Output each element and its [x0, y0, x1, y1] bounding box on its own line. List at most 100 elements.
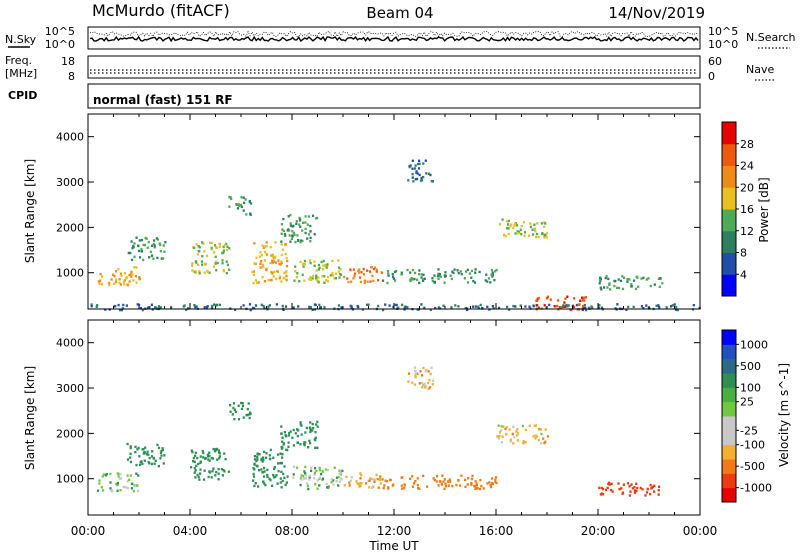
data-cell — [359, 484, 362, 487]
data-cell — [233, 417, 236, 421]
data-cell — [635, 489, 638, 493]
data-cell — [497, 306, 501, 310]
data-cell — [418, 281, 421, 285]
data-cell — [295, 222, 298, 225]
data-cell — [290, 237, 293, 240]
data-cell — [408, 164, 411, 168]
data-cell — [379, 477, 382, 480]
data-cell — [228, 247, 231, 250]
data-cell — [383, 484, 386, 487]
data-cell — [90, 305, 93, 308]
data-cell — [201, 255, 204, 258]
data-cell — [198, 272, 201, 275]
data-cell — [647, 277, 650, 280]
data-cell — [316, 420, 319, 423]
data-cell — [583, 299, 586, 302]
data-cell — [263, 250, 267, 254]
data-cell — [427, 172, 431, 175]
data-cell — [313, 477, 316, 480]
data-cell — [633, 489, 637, 492]
power-heatmap-data — [90, 159, 701, 312]
data-cell — [162, 462, 165, 465]
data-cell — [375, 268, 378, 271]
data-cell — [474, 305, 477, 308]
data-cell — [280, 232, 283, 235]
data-cell — [136, 484, 139, 487]
data-cell — [331, 259, 334, 263]
data-cell — [234, 308, 237, 312]
colorbar-tick-label: -100 — [740, 439, 765, 452]
data-cell — [138, 303, 141, 307]
data-cell — [515, 430, 518, 433]
data-cell — [348, 484, 351, 487]
data-cell — [135, 281, 138, 284]
data-cell — [291, 436, 294, 439]
colorbar-swatch — [722, 416, 736, 431]
data-cell — [401, 303, 404, 307]
data-cell — [253, 242, 256, 245]
data-cell — [252, 273, 256, 277]
data-cell — [340, 306, 343, 309]
freq-left-tick-bottom: 8 — [68, 70, 75, 83]
data-cell — [400, 273, 403, 276]
data-cell — [608, 483, 611, 486]
data-cell — [157, 446, 161, 450]
data-cell — [128, 273, 131, 277]
data-cell — [144, 446, 147, 449]
data-cell — [133, 242, 136, 245]
data-cell — [299, 421, 302, 424]
data-cell — [466, 281, 470, 284]
data-cell — [280, 280, 283, 283]
data-cell — [200, 260, 203, 263]
data-cell — [471, 474, 474, 478]
data-cell — [415, 171, 418, 174]
data-cell — [477, 305, 480, 308]
data-cell — [199, 468, 202, 471]
data-cell — [154, 306, 157, 309]
data-cell — [629, 490, 632, 493]
data-cell — [478, 487, 482, 491]
data-cell — [358, 268, 361, 271]
data-cell — [298, 280, 301, 283]
data-cell — [252, 270, 255, 273]
data-cell — [357, 305, 360, 309]
data-cell — [509, 438, 512, 441]
data-cell — [311, 422, 314, 426]
data-cell — [110, 489, 113, 492]
data-cell — [309, 240, 312, 243]
data-cell — [294, 265, 297, 268]
data-cell — [270, 254, 273, 257]
data-cell — [246, 408, 249, 411]
data-cell — [96, 304, 99, 307]
data-cell — [352, 277, 355, 280]
data-cell — [129, 460, 132, 464]
data-cell — [304, 477, 307, 480]
data-cell — [335, 476, 339, 479]
data-cell — [262, 304, 265, 308]
data-cell — [130, 270, 133, 274]
data-cell — [391, 272, 394, 276]
colorbar-swatch — [722, 473, 736, 489]
data-cell — [225, 242, 228, 246]
data-cell — [309, 230, 312, 233]
data-cell — [156, 256, 159, 260]
data-cell — [414, 480, 417, 483]
data-cell — [370, 477, 373, 481]
data-cell — [214, 448, 217, 451]
data-cell — [304, 215, 307, 218]
colorbar-swatch — [722, 344, 736, 360]
data-cell — [137, 244, 140, 247]
power-colorbar-label: Power [dB] — [757, 177, 771, 242]
data-cell — [193, 467, 196, 470]
velocity-axes: 1000 2000 3000 4000 00:00 04:00 08:00 12:00 16:0… — [56, 320, 717, 538]
data-cell — [359, 276, 362, 279]
data-cell — [207, 455, 210, 458]
data-cell — [352, 268, 355, 271]
data-cell — [407, 179, 410, 182]
data-cell — [109, 487, 112, 490]
data-cell — [284, 271, 287, 274]
data-cell — [531, 233, 534, 236]
data-cell — [441, 474, 444, 477]
data-cell — [394, 270, 397, 274]
data-cell — [491, 482, 494, 486]
